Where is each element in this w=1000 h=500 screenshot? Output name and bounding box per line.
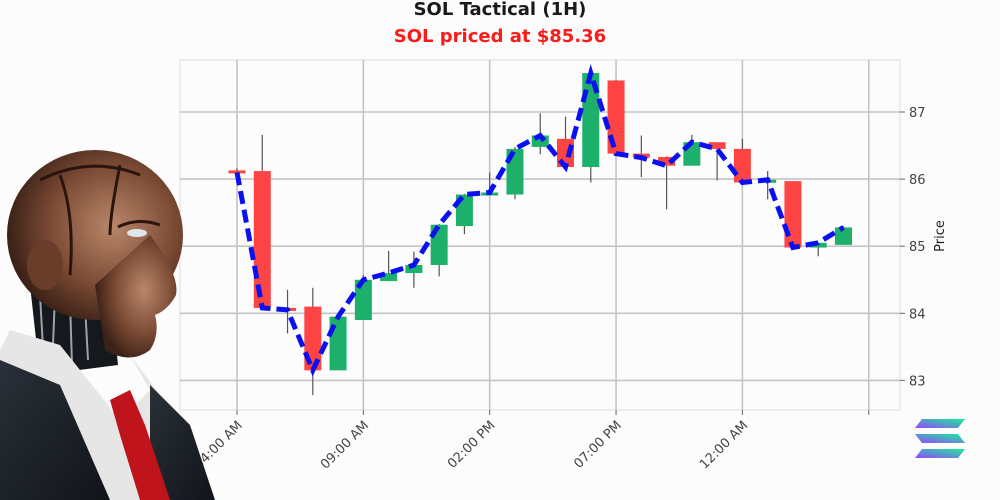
candle [380, 250, 398, 282]
y-tick-label: 85 [909, 240, 926, 255]
solana-logo-icon [915, 419, 965, 458]
y-axis: 83 84 85 86 87 [900, 106, 926, 389]
y-tick-label: 87 [909, 106, 926, 121]
x-tick-label: 12:00 AM [697, 418, 751, 472]
candle [784, 181, 802, 248]
y-axis-label: Price [933, 220, 948, 252]
candle [708, 142, 726, 181]
plot-area [179, 59, 901, 411]
y-tick-label: 84 [909, 307, 926, 322]
x-tick-label: 02:00 PM [445, 418, 498, 471]
y-tick-label: 86 [909, 173, 926, 188]
chart-title: SOL Tactical (1H) [413, 0, 587, 20]
x-tick-label: 09:00 AM [318, 418, 372, 472]
candle [658, 156, 676, 210]
candle [733, 138, 751, 183]
candle [405, 251, 423, 288]
candle [228, 168, 246, 174]
price-subtitle: SOL priced at $85.36 [393, 26, 607, 47]
trend-line [234, 64, 845, 377]
y-tick-label: 83 [909, 374, 926, 389]
robot-avatar-image [0, 150, 215, 500]
grid-lines [180, 60, 900, 410]
x-axis: 04:00 AM 09:00 AM 02:00 PM 07:00 PM 12:00 AM [192, 410, 870, 472]
x-tick-label: 07:00 PM [571, 418, 624, 471]
